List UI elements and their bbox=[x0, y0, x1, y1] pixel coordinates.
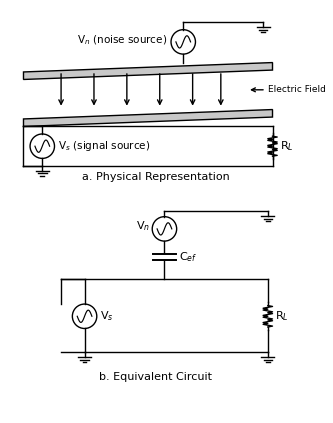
Polygon shape bbox=[24, 63, 272, 80]
Text: b. Equivalent Circuit: b. Equivalent Circuit bbox=[100, 372, 212, 382]
Text: Electric Field: Electric Field bbox=[268, 85, 326, 94]
Text: V$_s$ (signal source): V$_s$ (signal source) bbox=[58, 139, 151, 153]
Text: V$_s$: V$_s$ bbox=[100, 309, 113, 323]
Text: R$_L$: R$_L$ bbox=[280, 139, 294, 153]
Text: V$_n$: V$_n$ bbox=[136, 219, 151, 233]
Text: R$_L$: R$_L$ bbox=[275, 309, 289, 323]
Polygon shape bbox=[24, 110, 272, 126]
Text: C$_{ef}$: C$_{ef}$ bbox=[179, 250, 198, 264]
Text: V$_n$ (noise source): V$_n$ (noise source) bbox=[77, 33, 167, 47]
Text: a. Physical Representation: a. Physical Representation bbox=[82, 172, 230, 182]
